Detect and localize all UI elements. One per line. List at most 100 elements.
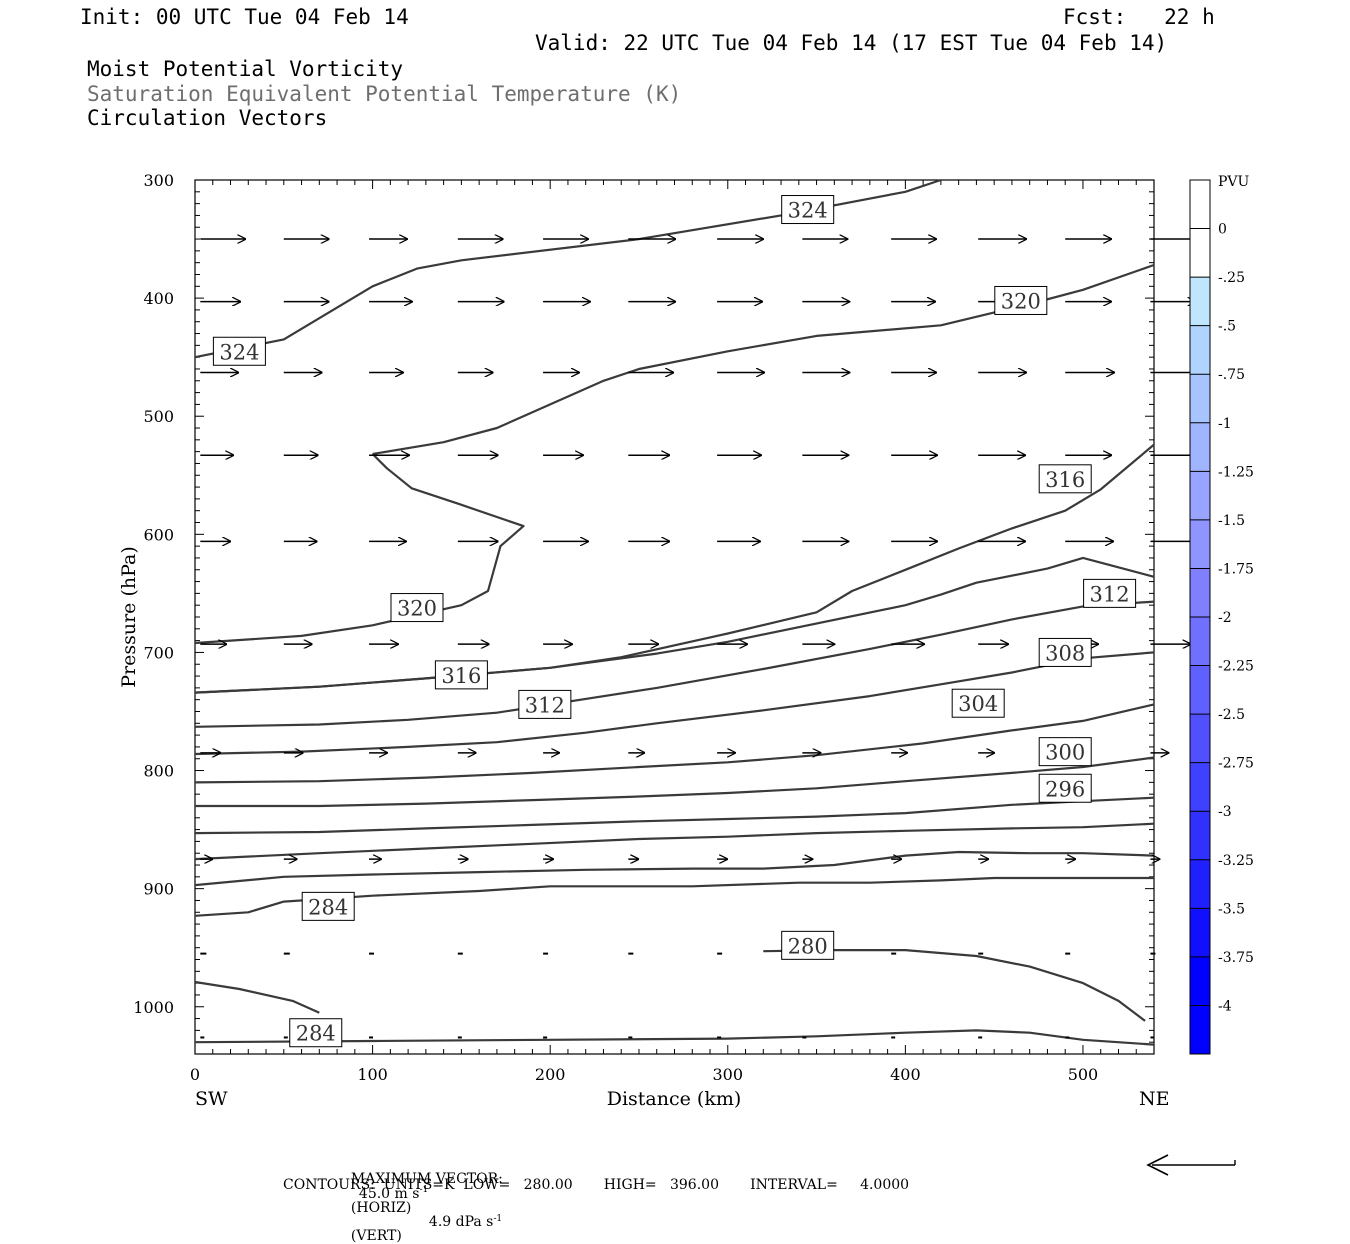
max-vector-vert-value: 4.9 dPa s (428, 1214, 494, 1231)
contour-label-324: 324 (219, 340, 259, 364)
contour-label-316: 316 (441, 664, 481, 688)
max-vector-label: MAXIMUM VECTOR: (350, 1171, 503, 1187)
x-tick-label: 300 (713, 1065, 744, 1084)
contour-label-324: 324 (788, 199, 828, 223)
contour-label-box (1083, 578, 1137, 608)
colorbar-segment (1190, 568, 1210, 618)
contour-label-box (390, 593, 444, 623)
contour-line-304 (194, 703, 1155, 784)
max-vector-line: MAXIMUM VECTOR: 45.0 m s-1 (HORIZ) 4.9 d… (342, 1158, 503, 1243)
y-tick-label: 500 (143, 407, 174, 426)
colorbar-segment (1190, 908, 1210, 958)
colorbar-segment (1190, 1005, 1210, 1055)
x-tick-label: 100 (357, 1065, 388, 1084)
contour-line-324 (194, 178, 942, 359)
contour-label-304: 304 (958, 692, 998, 716)
colorbar-label: -3 (1218, 804, 1232, 820)
colorbar-label: -1.25 (1218, 464, 1254, 480)
colorbar-label: -1.5 (1218, 513, 1245, 529)
colorbar-segment (1190, 180, 1210, 230)
contour-label-box (1038, 464, 1092, 494)
contour-line-296 (194, 796, 1155, 835)
contour-line-300 (195, 756, 1155, 808)
colorbar-label: -2.5 (1218, 707, 1245, 723)
contour-label-box (781, 930, 835, 960)
contour-label-box (1038, 637, 1092, 667)
forecast-hour: Fcst: 22 h (1063, 5, 1215, 29)
contour-label-312: 312 (525, 693, 565, 717)
colorbar-segment (1190, 665, 1210, 715)
contour-line-292 (194, 822, 1155, 861)
x-left-end-label: SW (195, 1088, 228, 1110)
field-title-mpv: Moist Potential Vorticity (87, 57, 404, 81)
x-tick-label: 200 (535, 1065, 566, 1084)
colorbar-segment (1190, 325, 1210, 375)
contour-line-284 (194, 980, 320, 1014)
colorbar-label: -3.25 (1218, 853, 1254, 869)
colorbar-label: -.5 (1218, 319, 1236, 335)
cross-section-chart: 0 100 200 300 400 500 300 400 500 600 700 800 900 100… (118, 171, 1254, 1176)
colorbar-label: -2.25 (1218, 659, 1254, 675)
colorbar-segment (1190, 714, 1210, 764)
colorbar-label: -3.75 (1218, 950, 1254, 966)
colorbar-label: -2 (1218, 610, 1232, 626)
contour-label-box (1038, 737, 1092, 767)
contour-line-308 (194, 651, 1155, 756)
contour-label-312: 312 (1090, 582, 1130, 606)
contour-label-box (289, 1018, 343, 1048)
y-tick-label: 700 (143, 643, 174, 662)
colorbar-label: -1.75 (1218, 561, 1254, 577)
max-vector-vert-tag: (VERT) (350, 1228, 402, 1244)
colorbar-segment (1190, 471, 1210, 521)
contour-line-312 (194, 600, 1155, 728)
colorbar-label: -.25 (1218, 270, 1245, 286)
y-tick-label: 400 (143, 289, 174, 308)
contour-label-296: 296 (1045, 777, 1085, 801)
y-tick-label: 600 (143, 525, 174, 544)
max-vector-vert-exponent: -1 (493, 1213, 503, 1224)
colorbar-label: -3.5 (1218, 901, 1245, 917)
max-vector-horiz-value: 45.0 m s (358, 1185, 420, 1202)
y-tick-label: 900 (143, 880, 174, 899)
y-tick-label: 300 (143, 171, 174, 190)
contour-line-280 (763, 948, 1146, 1022)
contour-label-300: 300 (1045, 741, 1085, 765)
contour-label-320: 320 (1001, 289, 1041, 313)
colorbar-label: -4 (1218, 998, 1232, 1014)
contour-label-box (951, 688, 1005, 718)
contour-line-280 (194, 1029, 1155, 1046)
colorbar-segment (1190, 519, 1210, 569)
colorbar-label: -.75 (1218, 367, 1245, 383)
x-axis-label: Distance (km) (607, 1088, 742, 1110)
contour-label-284: 284 (296, 1022, 336, 1046)
contour-label-box (994, 285, 1048, 315)
contour-line-288 (194, 850, 1155, 887)
contour-line-316 (194, 443, 1155, 694)
colorbar-label: -1 (1218, 416, 1232, 432)
colorbar-title: PVU (1218, 174, 1250, 190)
colorbar-label: 0 (1218, 222, 1227, 238)
x-right-end-label: NE (1139, 1088, 1170, 1110)
reference-vector-arrow (1146, 1154, 1236, 1176)
contour-label-308: 308 (1045, 641, 1085, 665)
x-tick-label: 0 (190, 1065, 200, 1084)
colorbar-segment (1190, 617, 1210, 667)
field-title-vectors: Circulation Vectors (87, 106, 328, 130)
y-tick-label: 800 (143, 762, 174, 781)
field-title-theta-es: Saturation Equivalent Potential Temperat… (87, 82, 682, 106)
contour-label-box (301, 891, 355, 921)
valid-time: Valid: 22 UTC Tue 04 Feb 14 (17 EST Tue … (535, 31, 1168, 55)
contour-label-box (434, 660, 488, 690)
contour-line-320 (194, 453, 525, 645)
max-vector-horiz-tag: (HORIZ) (350, 1199, 412, 1216)
contour-label-316: 316 (1045, 468, 1085, 492)
colorbar-label: -2.75 (1218, 756, 1254, 772)
contour-label-284: 284 (308, 895, 348, 919)
contour-label-320: 320 (397, 597, 437, 621)
x-tick-label: 500 (1068, 1065, 1099, 1084)
max-vector-horiz-exponent: -1 (419, 1185, 429, 1195)
colorbar-segment (1190, 277, 1210, 327)
colorbar-segment (1190, 762, 1210, 812)
contour-label-box (781, 195, 835, 225)
y-tick-label: 1000 (133, 998, 174, 1017)
